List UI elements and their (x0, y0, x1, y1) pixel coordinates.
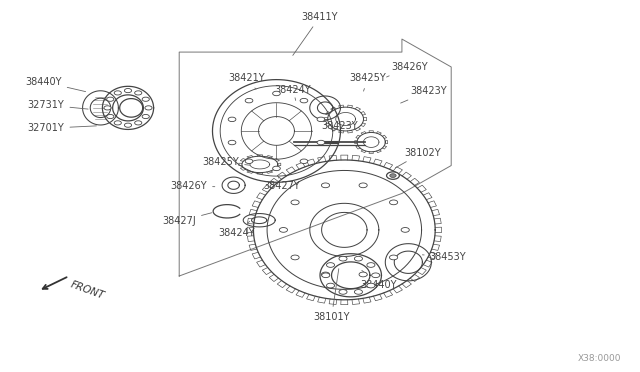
Circle shape (321, 272, 330, 277)
Text: 38427Y: 38427Y (263, 177, 300, 191)
Circle shape (228, 140, 236, 145)
Text: 38425Y: 38425Y (202, 157, 250, 167)
Circle shape (142, 97, 149, 101)
Circle shape (300, 98, 308, 103)
Circle shape (326, 263, 335, 267)
Text: 38424Y: 38424Y (218, 221, 255, 237)
Circle shape (359, 183, 367, 188)
Circle shape (317, 140, 324, 145)
Circle shape (300, 159, 308, 164)
Text: 38423Y: 38423Y (401, 86, 447, 103)
Text: 38425Y: 38425Y (349, 73, 387, 91)
Text: FRONT: FRONT (69, 280, 106, 301)
Circle shape (104, 106, 111, 110)
Circle shape (367, 283, 375, 288)
Circle shape (114, 91, 122, 95)
Text: 38424Y: 38424Y (275, 85, 312, 100)
Text: 38440Y: 38440Y (360, 270, 397, 289)
Circle shape (245, 159, 253, 164)
Circle shape (145, 106, 152, 110)
Text: 38426Y: 38426Y (387, 62, 428, 77)
Text: 38411Y: 38411Y (292, 12, 339, 55)
Text: 38102Y: 38102Y (396, 148, 441, 168)
Circle shape (339, 289, 347, 294)
Circle shape (273, 91, 280, 96)
Circle shape (124, 123, 132, 127)
Text: 32701Y: 32701Y (28, 124, 97, 133)
Circle shape (359, 272, 367, 277)
Circle shape (124, 89, 132, 93)
Circle shape (107, 97, 114, 101)
Circle shape (107, 115, 114, 119)
Circle shape (291, 200, 299, 205)
Circle shape (273, 166, 280, 171)
Circle shape (390, 174, 396, 177)
Circle shape (355, 256, 362, 261)
Circle shape (387, 172, 399, 179)
Circle shape (245, 98, 253, 103)
Text: 38101Y: 38101Y (313, 269, 350, 322)
Text: 38440Y: 38440Y (25, 77, 86, 92)
Circle shape (114, 121, 122, 125)
Circle shape (321, 183, 330, 188)
Circle shape (317, 117, 324, 122)
Circle shape (390, 200, 397, 205)
Text: 32731Y: 32731Y (28, 100, 88, 110)
Circle shape (134, 121, 142, 125)
Circle shape (367, 263, 375, 267)
Circle shape (326, 283, 335, 288)
Text: 38423Y: 38423Y (321, 122, 358, 131)
Circle shape (390, 255, 397, 260)
Circle shape (279, 228, 287, 232)
Circle shape (372, 273, 380, 278)
Circle shape (291, 255, 299, 260)
Circle shape (134, 91, 142, 95)
Circle shape (355, 289, 362, 294)
Text: X38:0000: X38:0000 (577, 354, 621, 363)
Circle shape (322, 273, 330, 278)
Circle shape (401, 228, 410, 232)
Circle shape (228, 117, 236, 122)
Text: 38453Y: 38453Y (422, 252, 467, 262)
Text: 38426Y: 38426Y (170, 181, 215, 191)
Circle shape (339, 256, 347, 261)
Circle shape (142, 115, 149, 119)
Text: 38421Y: 38421Y (228, 73, 265, 89)
Text: 38427J: 38427J (163, 213, 212, 226)
